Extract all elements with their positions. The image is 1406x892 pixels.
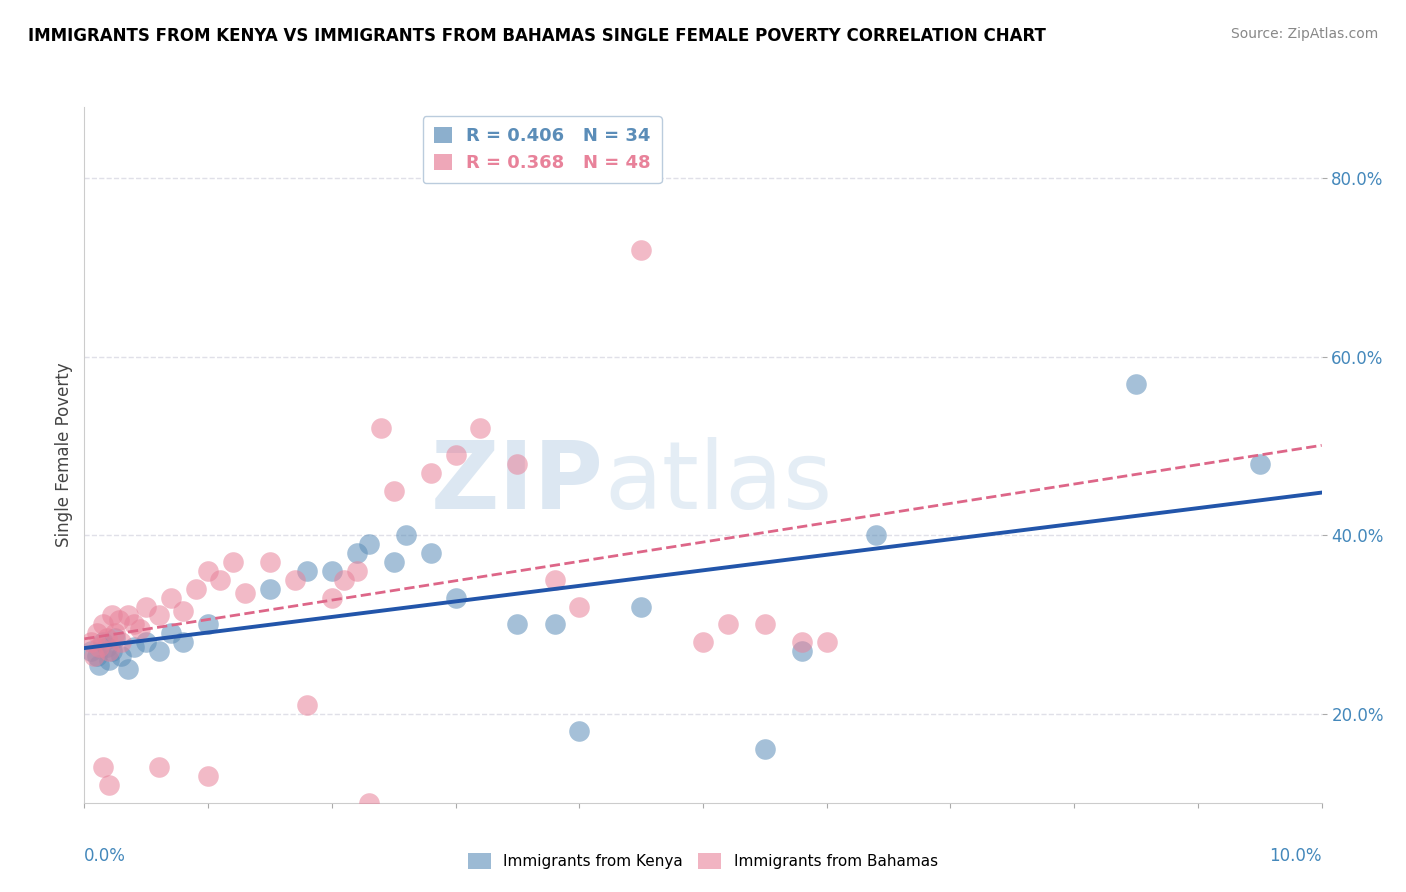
Point (104, 626, 127, 640)
Point (91, 617, 114, 632)
Point (98, 653, 121, 667)
Point (295, 698, 318, 712)
Point (754, 742, 776, 756)
Point (172, 635, 194, 649)
Point (79, 644, 101, 658)
Point (233, 586, 256, 600)
Point (197, 564, 219, 578)
Point (184, 582, 207, 596)
Point (321, 564, 343, 578)
Point (98, 644, 121, 658)
Point (692, 635, 714, 649)
Point (630, 243, 652, 257)
Legend: Immigrants from Kenya, Immigrants from Bahamas: Immigrants from Kenya, Immigrants from B… (463, 847, 943, 875)
Point (321, 591, 343, 605)
Point (117, 608, 139, 623)
Point (346, 564, 368, 578)
Point (83, 648, 105, 663)
Point (419, 546, 441, 560)
Point (1249, 457, 1271, 471)
Point (148, 608, 170, 623)
Point (197, 769, 219, 783)
Point (543, 573, 565, 587)
Point (568, 724, 591, 739)
Point (333, 573, 356, 587)
Text: 0.0%: 0.0% (84, 847, 127, 865)
Point (470, 421, 492, 435)
Point (506, 617, 529, 632)
Point (98, 778, 121, 792)
Point (100, 644, 122, 658)
Point (86, 648, 108, 663)
Point (96, 631, 118, 645)
Point (717, 617, 740, 632)
Point (86, 626, 108, 640)
Point (419, 466, 441, 480)
Point (543, 617, 565, 632)
Point (122, 640, 145, 654)
Point (790, 635, 813, 649)
Point (815, 635, 838, 649)
Point (135, 599, 157, 614)
Point (568, 599, 591, 614)
Point (135, 635, 157, 649)
Point (91, 635, 114, 649)
Point (129, 622, 152, 636)
Point (444, 591, 467, 605)
Point (96, 640, 118, 654)
Point (209, 573, 232, 587)
Point (160, 626, 183, 640)
Point (630, 599, 652, 614)
Point (444, 448, 467, 462)
Point (370, 421, 392, 435)
Text: IMMIGRANTS FROM KENYA VS IMMIGRANTS FROM BAHAMAS SINGLE FEMALE POVERTY CORRELATI: IMMIGRANTS FROM KENYA VS IMMIGRANTS FROM… (28, 27, 1046, 45)
Point (100, 608, 122, 623)
Point (148, 760, 170, 774)
Point (259, 582, 281, 596)
Text: Source: ZipAtlas.com: Source: ZipAtlas.com (1230, 27, 1378, 41)
Point (89, 640, 111, 654)
Point (148, 644, 170, 658)
Point (395, 528, 418, 542)
Point (357, 796, 380, 810)
Point (382, 555, 405, 569)
Point (790, 644, 813, 658)
Point (79, 635, 101, 649)
Point (108, 613, 131, 627)
Text: ZIP: ZIP (432, 437, 605, 529)
Point (357, 537, 380, 551)
Point (259, 555, 281, 569)
Text: 10.0%: 10.0% (1270, 847, 1322, 865)
Point (284, 573, 307, 587)
Point (222, 555, 245, 569)
Point (754, 617, 776, 632)
Point (346, 546, 368, 560)
Point (865, 528, 887, 542)
Legend: R = 0.406   N = 34, R = 0.368   N = 48: R = 0.406 N = 34, R = 0.368 N = 48 (423, 116, 662, 183)
Point (110, 648, 132, 663)
Point (172, 604, 194, 618)
Point (160, 591, 183, 605)
Point (104, 631, 127, 645)
Point (110, 635, 132, 649)
Point (122, 617, 145, 632)
Point (382, 483, 405, 498)
Point (506, 457, 529, 471)
Point (89, 657, 111, 672)
Point (1125, 376, 1147, 391)
Point (91, 760, 114, 774)
Point (295, 564, 318, 578)
Point (197, 617, 219, 632)
Y-axis label: Single Female Poverty: Single Female Poverty (55, 363, 73, 547)
Text: atlas: atlas (605, 437, 832, 529)
Point (117, 662, 139, 676)
